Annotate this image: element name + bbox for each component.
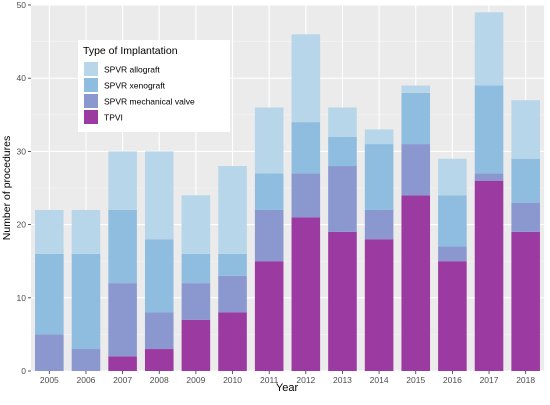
bar-segment-tpvi	[401, 195, 431, 371]
legend-label: SPVR allograft	[104, 65, 160, 75]
bar-segment-tpvi	[438, 261, 467, 371]
bar-segment-spvr-xenograft	[181, 253, 211, 284]
bar-segment-spvr-mechanical-valve	[35, 334, 64, 371]
bar-segment-spvr-allograft	[108, 151, 137, 210]
bar-segment-spvr-allograft	[144, 151, 174, 240]
y-tick-label: 0	[21, 366, 26, 376]
x-tick-label: 2017	[480, 375, 499, 385]
bar-segment-tpvi	[144, 349, 174, 371]
y-tick-label: 40	[17, 73, 27, 83]
bar-segment-spvr-mechanical-valve	[218, 275, 247, 313]
x-tick-label: 2010	[223, 375, 242, 385]
y-tick-label: 20	[17, 220, 27, 230]
bar-segment-spvr-allograft	[438, 158, 467, 196]
bar-segment-spvr-allograft	[511, 100, 540, 159]
bar-segment-spvr-allograft	[401, 85, 431, 93]
bar-segment-tpvi	[181, 319, 211, 371]
bar-segment-tpvi	[108, 356, 137, 371]
bar-segment-spvr-allograft	[291, 34, 321, 123]
legend-label: SPVR mechanical valve	[104, 97, 195, 107]
bar-segment-spvr-xenograft	[291, 122, 321, 174]
bar-segment-spvr-allograft	[254, 107, 284, 174]
legend-label: SPVR xenograft	[104, 81, 166, 91]
bar-segment-tpvi	[511, 231, 540, 371]
bar-segment-spvr-mechanical-valve	[181, 283, 211, 320]
legend-swatch	[84, 62, 98, 76]
y-tick-label: 10	[17, 293, 27, 303]
bars-layer	[35, 12, 540, 371]
y-tick-label: 50	[17, 0, 27, 10]
bar-segment-spvr-xenograft	[474, 85, 504, 174]
bar-segment-spvr-xenograft	[511, 158, 540, 203]
bar-segment-tpvi	[218, 312, 247, 371]
bar-segment-tpvi	[364, 239, 394, 371]
bar-segment-spvr-xenograft	[71, 253, 101, 350]
bar-segment-spvr-xenograft	[438, 195, 467, 247]
bar-segment-spvr-xenograft	[144, 239, 174, 313]
bar-segment-spvr-mechanical-valve	[328, 166, 357, 232]
bar-segment-spvr-xenograft	[328, 136, 357, 167]
legend-items: SPVR allograft SPVR xenograft SPVR mechani…	[84, 62, 195, 124]
bar-segment-spvr-mechanical-valve	[401, 144, 431, 196]
x-tick-label: 2009	[186, 375, 205, 385]
legend: Type of Implantation SPVR allograftSPVR …	[78, 40, 230, 132]
bar-segment-tpvi	[474, 180, 504, 371]
x-tick-label: 2013	[333, 375, 352, 385]
bar-segment-spvr-allograft	[328, 107, 357, 137]
y-axis-title: Number of procedures	[1, 136, 13, 240]
bar-segment-spvr-mechanical-valve	[291, 173, 321, 218]
x-tick-label: 2005	[40, 375, 59, 385]
legend-swatch	[84, 110, 98, 124]
bar-segment-spvr-allograft	[364, 129, 394, 145]
x-tick-label: 2007	[113, 375, 132, 385]
bar-segment-spvr-xenograft	[108, 209, 137, 284]
bar-segment-spvr-allograft	[181, 195, 211, 254]
legend-box	[78, 40, 230, 132]
bar-segment-spvr-allograft	[35, 209, 64, 254]
bar-segment-spvr-mechanical-valve	[71, 349, 101, 371]
x-tick-label: 2015	[406, 375, 425, 385]
y-tick-label: 30	[17, 146, 27, 156]
bar-segment-spvr-allograft	[218, 166, 247, 254]
bar-segment-spvr-xenograft	[401, 92, 431, 145]
bar-segment-tpvi	[254, 261, 284, 371]
axes-layer: 0 10 20 30 40 50 2005 2006 2007 2008 2009 2010 2011 2…	[17, 0, 536, 385]
legend-title: Type of Implantation	[83, 45, 178, 57]
bar-segment-spvr-mechanical-valve	[108, 283, 137, 357]
bar-segment-spvr-mechanical-valve	[254, 209, 284, 262]
bar-segment-spvr-mechanical-valve	[144, 312, 174, 350]
x-tick-label: 2016	[443, 375, 462, 385]
bar-segment-spvr-xenograft	[364, 144, 394, 210]
bar-segment-spvr-allograft	[474, 12, 504, 86]
x-axis-title: Year	[276, 382, 299, 394]
x-tick-label: 2006	[77, 375, 96, 385]
x-tick-label: 2014	[370, 375, 389, 385]
bar-segment-spvr-xenograft	[35, 253, 64, 335]
bar-segment-spvr-mechanical-valve	[364, 209, 394, 240]
bar-segment-spvr-allograft	[71, 209, 101, 254]
bar-segment-spvr-xenograft	[218, 253, 247, 276]
x-tick-label: 2011	[260, 375, 279, 385]
x-tick-label: 2018	[516, 375, 535, 385]
bar-segment-tpvi	[328, 231, 357, 371]
bar-segment-spvr-mechanical-valve	[438, 246, 467, 262]
bar-segment-spvr-mechanical-valve	[474, 173, 504, 181]
x-tick-label: 2008	[150, 375, 169, 385]
bar-segment-spvr-mechanical-valve	[511, 202, 540, 232]
legend-label: TPVI	[104, 113, 123, 123]
x-tick-label: 2012	[296, 375, 315, 385]
bar-segment-tpvi	[291, 217, 321, 371]
legend-swatch	[84, 78, 98, 92]
bar-segment-spvr-xenograft	[254, 173, 284, 210]
legend-swatch	[84, 94, 98, 108]
